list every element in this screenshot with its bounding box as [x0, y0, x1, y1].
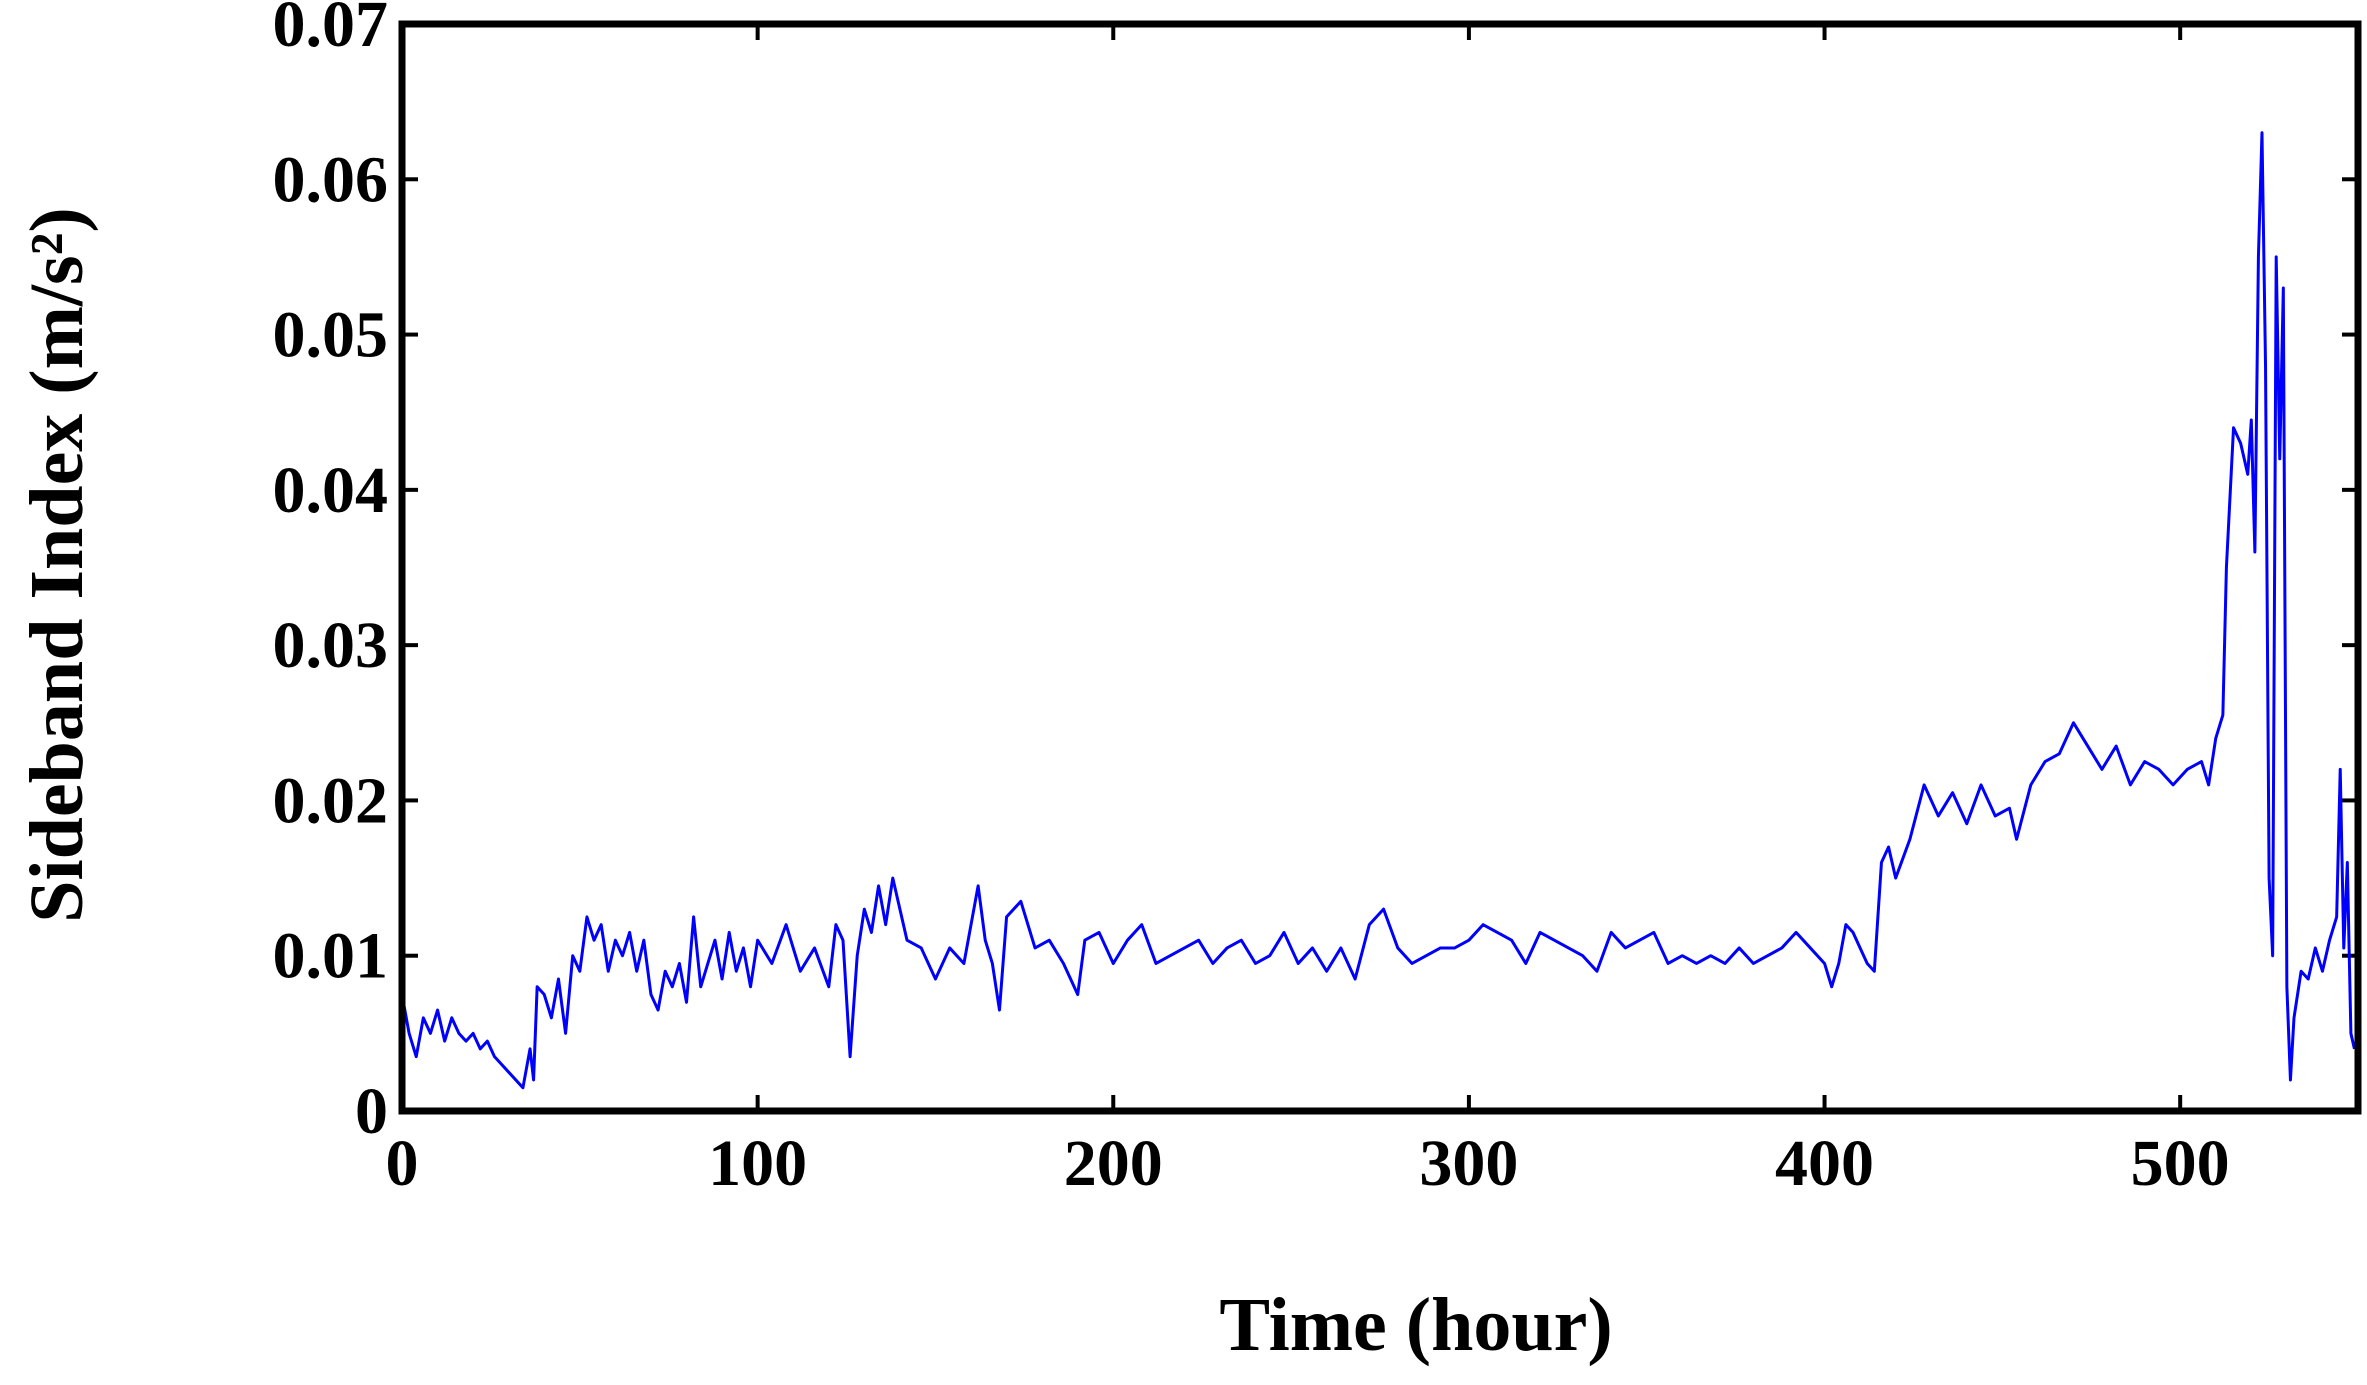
data-line	[400, 131, 2356, 1090]
x-tick-label: 400	[1775, 1127, 1874, 1200]
y-tick-label: 0.04	[273, 454, 389, 527]
y-tick-label: 0.07	[273, 0, 389, 61]
y-tick-label: 0.06	[273, 143, 389, 216]
x-tick-label: 0	[386, 1127, 419, 1200]
y-tick-label: 0.03	[273, 609, 389, 682]
y-tick-label: 0.05	[273, 299, 389, 372]
plot-frame	[398, 20, 2362, 1115]
y-axis-label: Sideband Index (m/s²)	[15, 207, 99, 922]
y-tick-label: 0.02	[273, 764, 389, 837]
x-tick-label: 500	[2131, 1127, 2230, 1200]
x-tick-label: 200	[1064, 1127, 1163, 1200]
y-tick-label: 0	[355, 1075, 388, 1148]
x-tick-label: 100	[708, 1127, 807, 1200]
x-axis-label: Time (hour)	[1219, 1283, 1612, 1367]
x-tick-label: 300	[1419, 1127, 1518, 1200]
y-tick-label: 0.01	[273, 920, 389, 993]
